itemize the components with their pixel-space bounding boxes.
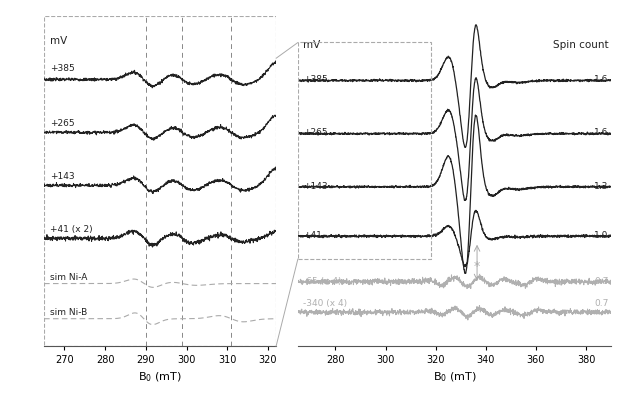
Text: 0.7: 0.7 — [594, 277, 609, 285]
Text: 0.7: 0.7 — [594, 299, 609, 308]
Text: +143: +143 — [303, 181, 328, 191]
Text: mV: mV — [303, 40, 320, 50]
Text: Spin count: Spin count — [553, 40, 609, 50]
X-axis label: B$_0$ (mT): B$_0$ (mT) — [138, 371, 182, 384]
Text: +265: +265 — [303, 129, 328, 137]
Text: +385: +385 — [50, 64, 75, 73]
Text: +385: +385 — [303, 75, 328, 84]
X-axis label: B$_0$ (mT): B$_0$ (mT) — [433, 371, 476, 384]
Bar — [298, 43, 431, 259]
Text: *: * — [474, 260, 480, 273]
Text: +41: +41 — [303, 231, 322, 240]
Text: 1.6: 1.6 — [594, 129, 609, 137]
Text: mV: mV — [50, 35, 67, 45]
Text: -340 (x 4): -340 (x 4) — [303, 299, 347, 308]
Text: sim Ni-B: sim Ni-B — [50, 308, 88, 317]
Text: +265: +265 — [50, 119, 75, 128]
Text: 1.3: 1.3 — [594, 181, 609, 191]
Text: 1.0: 1.0 — [594, 231, 609, 240]
Text: +41 (x 2): +41 (x 2) — [50, 225, 93, 234]
Text: sim Ni-A: sim Ni-A — [50, 273, 88, 282]
Text: +143: +143 — [50, 172, 75, 181]
Text: 1.6: 1.6 — [594, 75, 609, 84]
Text: -65 (x 4): -65 (x 4) — [303, 277, 341, 285]
